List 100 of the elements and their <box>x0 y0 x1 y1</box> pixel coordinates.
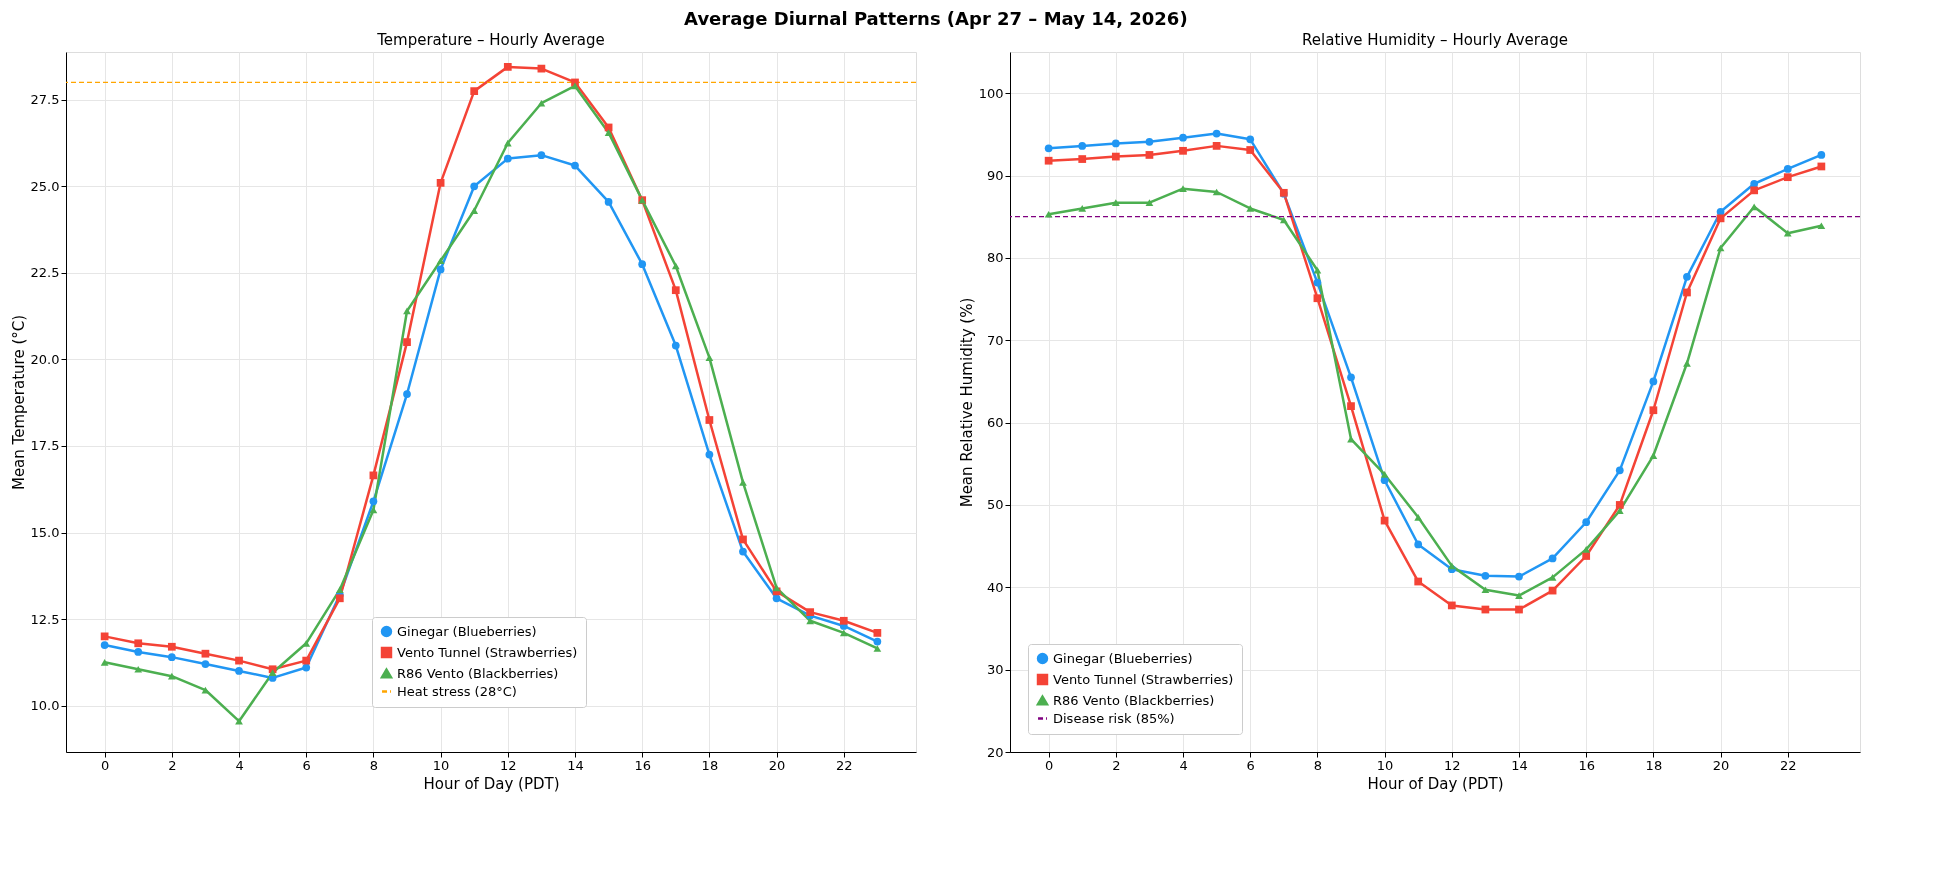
point <box>537 99 546 107</box>
x-tick-label: 22 <box>835 757 853 773</box>
x-tick-label: 2 <box>1112 757 1121 773</box>
point <box>1683 272 1691 281</box>
point <box>772 594 781 603</box>
point <box>873 637 882 646</box>
point <box>1783 165 1792 173</box>
point <box>470 87 479 95</box>
point <box>1481 586 1490 594</box>
x-tick-label: 14 <box>567 757 584 773</box>
y-tick-label: 27.5 <box>30 92 60 108</box>
point <box>503 63 512 71</box>
chart-title: Relative Humidity – Hourly Average <box>1302 31 1568 49</box>
point <box>268 669 277 677</box>
point <box>1582 552 1591 560</box>
point <box>671 286 680 295</box>
x-tick-label: 18 <box>1645 757 1663 773</box>
chart-title: Temperature – Hourly Average <box>376 31 605 49</box>
point <box>436 265 445 274</box>
point <box>1817 222 1826 230</box>
point <box>1716 244 1725 252</box>
x-tick-label: 16 <box>634 757 651 773</box>
x-tick-label: 6 <box>1246 757 1255 773</box>
point <box>1179 146 1187 155</box>
text: Average Diurnal Patterns (Apr 27 – May 14, 2026) <box>684 7 1188 29</box>
point <box>235 656 243 665</box>
point <box>1817 162 1826 171</box>
point <box>403 390 411 398</box>
point <box>1481 571 1490 580</box>
x-tick-label: 6 <box>302 757 311 773</box>
x-tick-label: 18 <box>701 757 719 773</box>
point <box>134 648 143 656</box>
point <box>806 617 815 625</box>
y-tick-label: 40 <box>986 579 1004 595</box>
legend-label: Vento Tunnel (Strawberries) <box>1053 671 1234 687</box>
point <box>201 660 210 668</box>
y-tick-label: 100 <box>978 85 1004 101</box>
point <box>1179 185 1187 193</box>
point <box>1515 572 1523 581</box>
point <box>335 594 344 603</box>
point <box>470 207 479 214</box>
y-tick-label: 10.0 <box>30 698 60 714</box>
point <box>1044 156 1053 165</box>
point <box>1683 359 1691 367</box>
x-tick-label: 10 <box>432 757 450 773</box>
y-tick-label: 17.5 <box>30 438 60 454</box>
point <box>873 645 882 652</box>
x-axis-title: Hour of Day (PDT) <box>1367 774 1504 793</box>
point <box>1246 146 1255 154</box>
point <box>369 497 378 506</box>
point <box>1447 601 1456 610</box>
point <box>100 632 109 641</box>
legend-label: R86 Vento (Blackberries) <box>397 665 559 681</box>
point <box>403 338 411 346</box>
point <box>839 629 848 637</box>
point <box>134 665 143 673</box>
point <box>1649 452 1658 459</box>
point <box>1817 151 1826 159</box>
point <box>1078 155 1087 163</box>
point <box>1414 540 1423 549</box>
point <box>436 178 445 187</box>
point <box>1615 507 1624 515</box>
point <box>739 478 747 486</box>
point <box>1783 173 1792 182</box>
point <box>1347 402 1355 410</box>
point <box>1145 137 1154 146</box>
point <box>1447 562 1456 570</box>
x-tick-label: 10 <box>1376 757 1394 773</box>
y-tick-label: 25.0 <box>30 178 60 194</box>
point <box>403 307 411 315</box>
point <box>1414 513 1423 521</box>
point <box>503 154 512 163</box>
x-tick-label: 20 <box>1712 757 1730 773</box>
x-tick-label: 0 <box>101 757 110 773</box>
x-tick-label: 22 <box>1779 757 1797 773</box>
point <box>1548 554 1557 563</box>
point <box>1111 139 1120 148</box>
point <box>1111 199 1120 207</box>
y-axis-title: Mean Relative Humidity (%) <box>957 297 976 508</box>
x-tick-label: 12 <box>500 757 517 773</box>
y-tick-label: 60 <box>986 415 1004 431</box>
point <box>604 198 613 206</box>
point <box>1783 229 1792 237</box>
x-tick-label: 12 <box>1444 757 1461 773</box>
point <box>1548 574 1557 581</box>
point <box>739 535 747 544</box>
point <box>705 416 714 424</box>
point <box>436 257 445 265</box>
point <box>302 663 311 672</box>
point <box>705 450 714 459</box>
x-tick-label: 8 <box>1313 757 1323 773</box>
point <box>470 182 479 191</box>
point <box>167 672 176 680</box>
point <box>1615 466 1624 475</box>
point <box>1380 471 1389 478</box>
x-tick-label: 8 <box>369 757 379 773</box>
point <box>1246 205 1255 212</box>
point <box>167 642 176 651</box>
legend-label: Ginegar (Blueberries) <box>397 623 537 639</box>
y-tick-label: 30 <box>986 662 1004 678</box>
